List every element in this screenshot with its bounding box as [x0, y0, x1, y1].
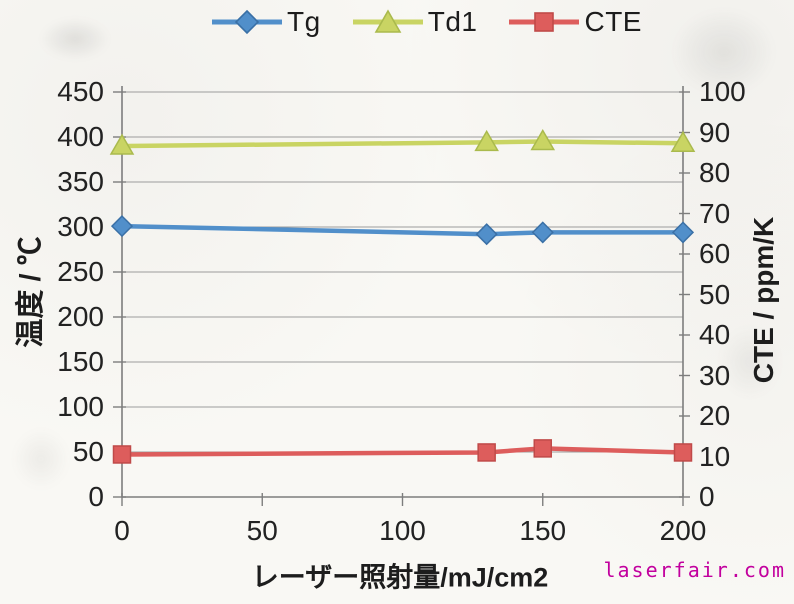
legend-item-label: Td1: [427, 6, 478, 37]
chart-legend: Tg Td1 CTE: [0, 6, 794, 38]
legend-item-cte: CTE: [507, 6, 642, 38]
y-left-axis-title: 温度 / ℃: [15, 236, 47, 348]
legend-item-tg: Tg: [210, 6, 321, 38]
legend-item-label: Tg: [287, 6, 321, 37]
x-axis-title: レーザー照射量/mJ/cm2: [251, 562, 549, 593]
legend-item-td1: Td1: [351, 6, 478, 38]
cte-square-marker-icon: [509, 12, 580, 32]
tg-diamond-marker-icon: [212, 9, 283, 35]
watermark-laserfair: laserfair.com: [603, 558, 786, 582]
y-right-axis-title: CTE / ppm/K: [748, 216, 779, 384]
td1-triangle-marker-icon: [352, 9, 423, 33]
legend-item-label: CTE: [584, 6, 642, 37]
